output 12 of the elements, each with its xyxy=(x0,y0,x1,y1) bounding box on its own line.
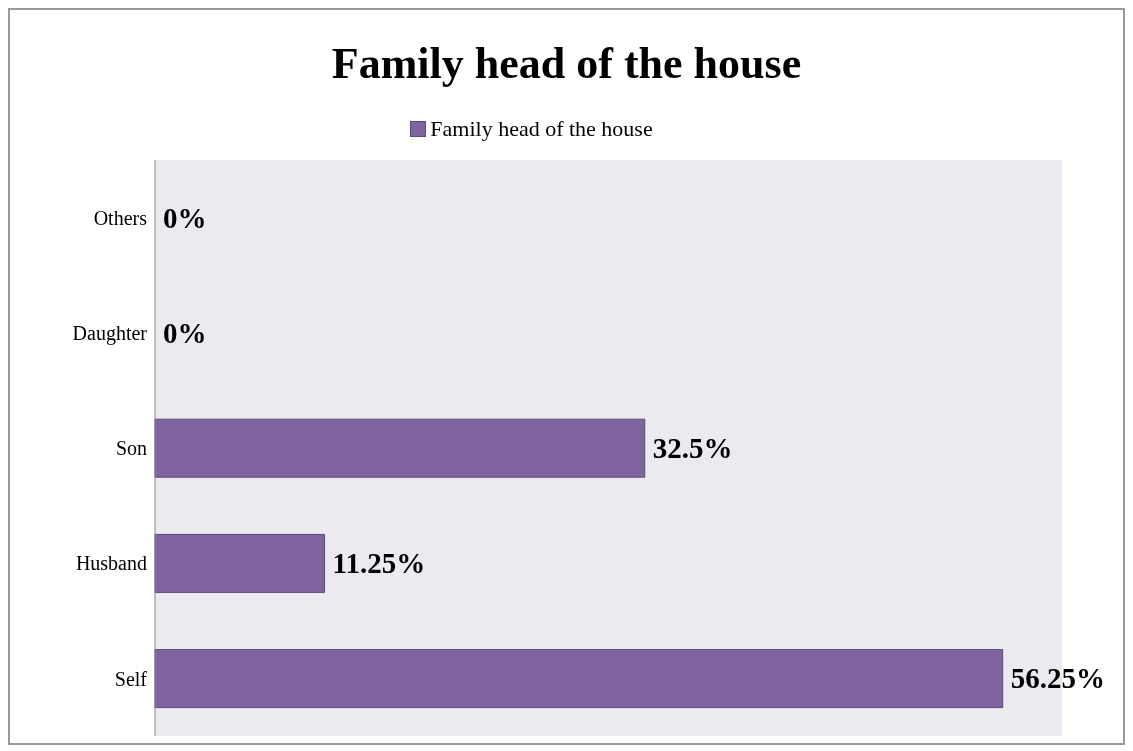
y-tick-label: Self xyxy=(114,667,148,690)
data-label: 56.25% xyxy=(1010,662,1105,695)
y-tick-label: Son xyxy=(115,437,147,460)
y-tick-label: Daughter xyxy=(72,321,148,345)
legend-label: Family head of the house xyxy=(430,116,653,142)
data-label: 0% xyxy=(163,201,207,234)
y-tick-label: Husband xyxy=(75,552,147,575)
data-label: 0% xyxy=(163,316,207,349)
data-label: 32.5% xyxy=(652,432,733,464)
data-label: 11.25% xyxy=(332,547,426,580)
y-tick-label: Others xyxy=(93,206,148,229)
chart-title: Family head of the house xyxy=(330,38,803,90)
